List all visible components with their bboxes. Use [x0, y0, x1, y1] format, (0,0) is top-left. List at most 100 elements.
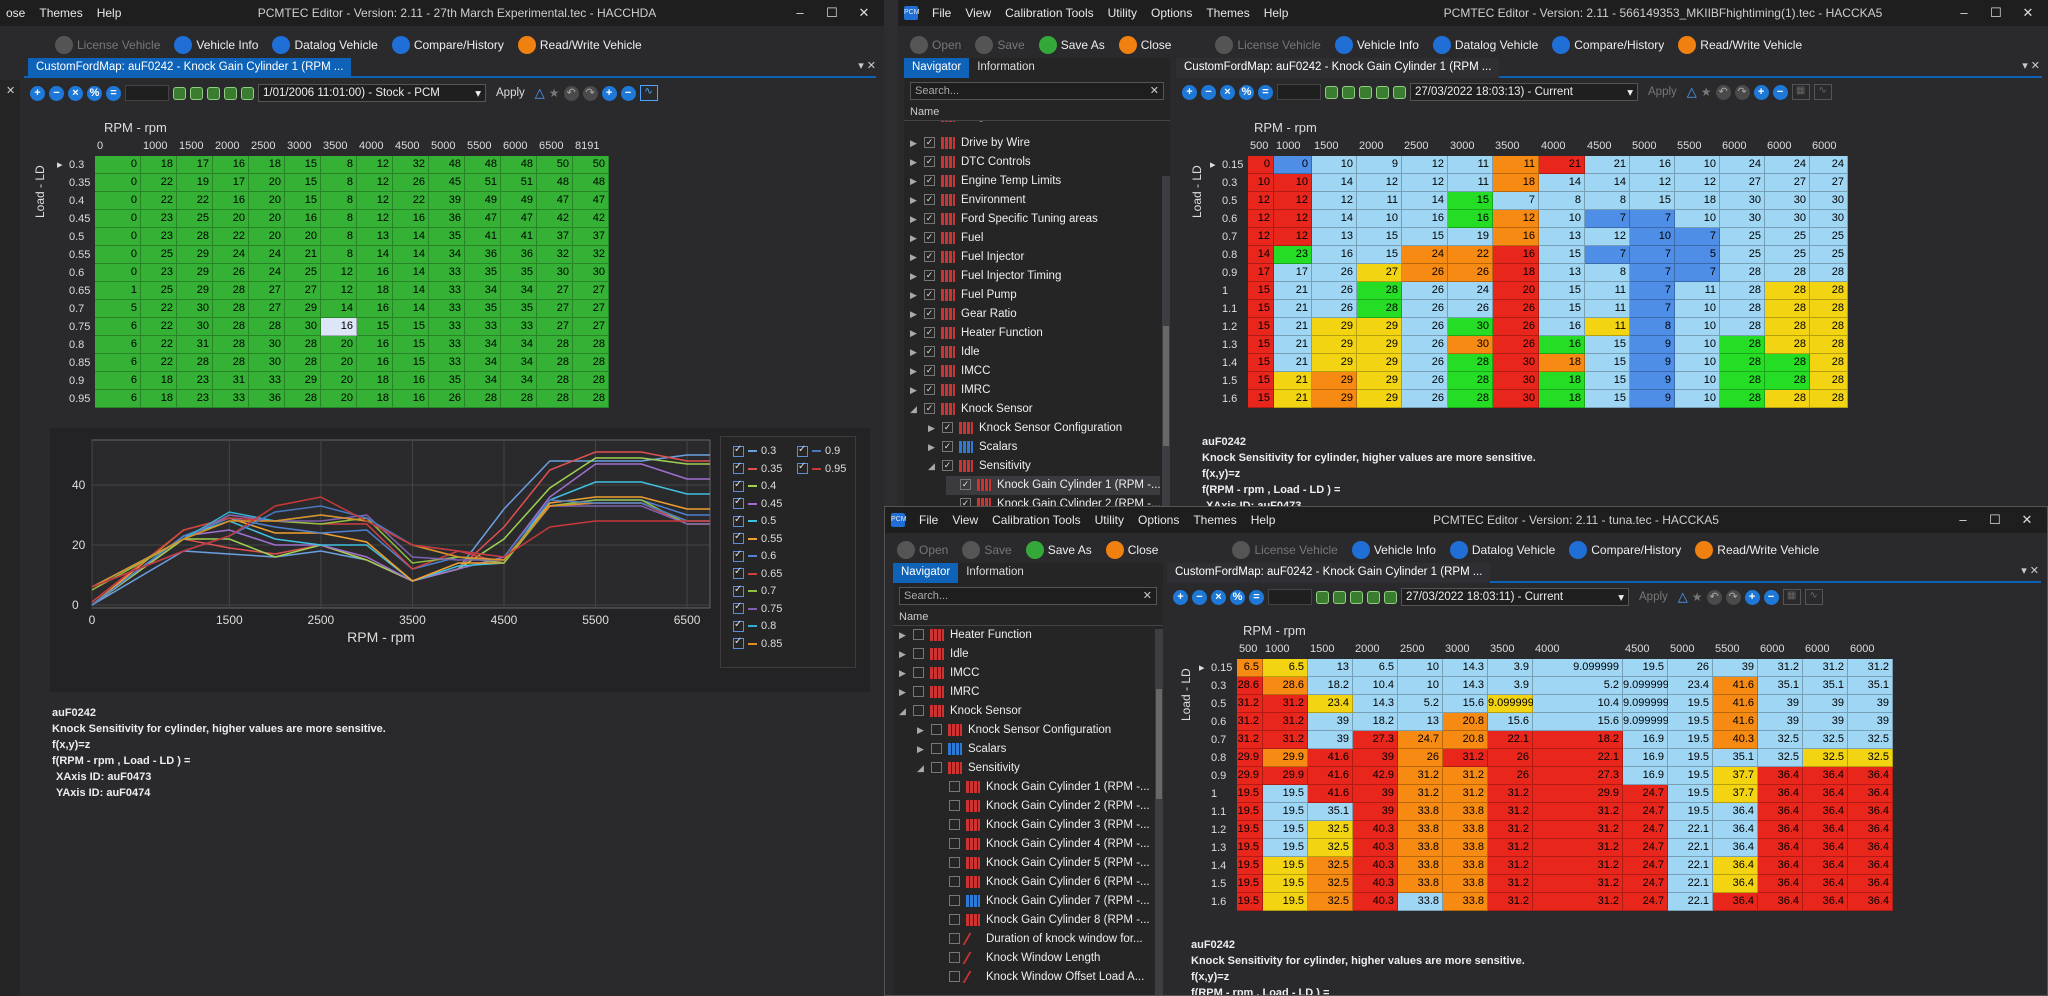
table-cell[interactable]: 20 — [249, 210, 285, 228]
table-cell[interactable]: 14 — [1248, 246, 1274, 264]
table-cell[interactable]: 3.9 — [1488, 659, 1533, 677]
triangle-icon[interactable]: △ — [1686, 84, 1697, 99]
table-cell[interactable]: 15 — [285, 192, 321, 210]
table-cell[interactable]: 16 — [1493, 228, 1539, 246]
table-cell[interactable]: 22.1 — [1668, 875, 1713, 893]
table-cell[interactable]: 28 — [537, 336, 573, 354]
legend-checkbox[interactable] — [733, 601, 744, 614]
collapsed-arrow-icon[interactable]: ▶ — [910, 176, 917, 186]
tree-item[interactable]: Knock Gain Cylinder 6 (RPM -... — [935, 873, 1153, 892]
table-cell[interactable]: 21 — [1274, 318, 1312, 336]
table-cell[interactable]: 27.3 — [1353, 731, 1398, 749]
table-cell[interactable]: 22 — [141, 300, 177, 318]
table-cell[interactable]: 26 — [1448, 300, 1493, 318]
menu-file[interactable]: File — [919, 513, 939, 527]
table-cell[interactable]: 36.4 — [1803, 857, 1848, 875]
table-cell[interactable]: 36.4 — [1803, 803, 1848, 821]
tab-information[interactable]: Information — [977, 61, 1035, 73]
table-cell[interactable]: 21 — [1274, 354, 1312, 372]
checkbox[interactable]: ✓ — [924, 403, 935, 415]
save-as-button[interactable]: Save As — [1038, 36, 1105, 54]
table-cell[interactable]: 20 — [249, 174, 285, 192]
table-cell[interactable]: 18.2 — [1533, 731, 1623, 749]
table-cell[interactable]: 28 — [285, 390, 321, 408]
table-cell[interactable]: 28 — [1720, 282, 1765, 300]
checkbox[interactable]: ✓ — [924, 270, 935, 282]
table-cell[interactable]: 18 — [141, 156, 177, 174]
table-cell[interactable]: 36.4 — [1758, 875, 1803, 893]
table-cell[interactable]: 29 — [1357, 318, 1402, 336]
maximize-icon[interactable]: ☐ — [826, 5, 838, 20]
table-cell[interactable]: 13 — [357, 228, 393, 246]
tree-item[interactable]: ▶ ✓ Ford Specific Tuning areas — [910, 210, 1160, 229]
table-cell[interactable]: 17 — [213, 174, 249, 192]
legend-checkbox[interactable] — [733, 496, 744, 509]
table-cell[interactable]: 16 — [357, 264, 393, 282]
table-cell[interactable]: 41.6 — [1308, 785, 1353, 803]
table-cell[interactable]: 26 — [429, 390, 465, 408]
table-cell[interactable]: 20 — [321, 354, 357, 372]
table-cell[interactable]: 29.9 — [1533, 785, 1623, 803]
table-cell[interactable]: 16.9 — [1623, 767, 1668, 785]
table-cell[interactable]: 28 — [285, 336, 321, 354]
table-cell[interactable]: 16 — [393, 210, 429, 228]
table-cell[interactable]: 8 — [1539, 192, 1585, 210]
collapsed-arrow-icon[interactable]: ▶ — [917, 744, 924, 754]
table-cell[interactable]: 32.5 — [1758, 749, 1803, 767]
table-cell[interactable]: 30 — [1493, 390, 1539, 408]
table-cell[interactable]: 16 — [393, 372, 429, 390]
table-cell[interactable]: 12 — [1312, 192, 1357, 210]
table-cell[interactable]: 50 — [573, 156, 609, 174]
table-cell[interactable]: 29 — [1357, 390, 1402, 408]
checkbox[interactable] — [931, 762, 942, 774]
table-cell[interactable]: 16 — [1448, 210, 1493, 228]
table-cell[interactable]: 33 — [501, 318, 537, 336]
table-cell[interactable]: 12 — [357, 210, 393, 228]
table-cell[interactable]: 3.9 — [1488, 677, 1533, 695]
table-cell[interactable]: 36.4 — [1848, 803, 1893, 821]
table-cell[interactable]: 25 — [141, 246, 177, 264]
table-cell[interactable]: 16 — [1493, 246, 1539, 264]
table-cell[interactable]: 12 — [1585, 228, 1630, 246]
table-cell[interactable]: 29 — [285, 300, 321, 318]
table-cell[interactable]: 28 — [1720, 390, 1765, 408]
legend-item[interactable]: 0.85 — [733, 636, 782, 650]
table-cell[interactable]: 35 — [501, 300, 537, 318]
table-cell[interactable]: 19.5 — [1263, 839, 1308, 857]
table-cell[interactable]: 28 — [573, 336, 609, 354]
table-cell[interactable]: 39 — [1353, 803, 1398, 821]
add-icon[interactable]: + — [1173, 589, 1188, 605]
interpolate-all-icon[interactable] — [1325, 85, 1338, 99]
table-icon[interactable]: ▦ — [1782, 589, 1801, 605]
vehicle-info-button[interactable]: Vehicle Info — [1334, 36, 1419, 54]
table-cell[interactable]: 21 — [1539, 156, 1585, 174]
tree-item[interactable]: ▶ IMCC — [899, 664, 1153, 683]
table-cell[interactable]: 18 — [141, 390, 177, 408]
checkbox[interactable] — [949, 952, 960, 964]
equals-icon[interactable]: = — [1258, 84, 1273, 100]
table-cell[interactable]: 19.5 — [1237, 821, 1263, 839]
table-cell[interactable]: 24 — [249, 246, 285, 264]
table-cell[interactable]: 15 — [285, 156, 321, 174]
table-cell[interactable]: 15 — [1585, 390, 1630, 408]
table-cell[interactable]: 30 — [1448, 318, 1493, 336]
tab-navigator[interactable]: Navigator — [893, 563, 959, 583]
tree-item[interactable]: ▶ ✓ Knock Sensor Configuration — [928, 419, 1160, 438]
checkbox[interactable] — [913, 686, 924, 698]
table-cell[interactable]: 32.5 — [1308, 857, 1353, 875]
table-cell[interactable]: 30 — [249, 336, 285, 354]
table-cell[interactable]: 42.9 — [1353, 767, 1398, 785]
menu-themes[interactable]: Themes — [1193, 513, 1237, 527]
checkbox[interactable] — [931, 724, 942, 736]
table-cell[interactable]: 7 — [1585, 246, 1630, 264]
table-cell[interactable]: 28 — [1765, 318, 1810, 336]
tree-item[interactable]: ◢ Knock Sensor — [899, 702, 1153, 721]
table-cell[interactable]: 23 — [141, 210, 177, 228]
table-cell[interactable]: 31.2 — [1533, 893, 1623, 911]
table-cell[interactable]: 14 — [393, 264, 429, 282]
left-doc-tab[interactable]: CustomFordMap: auF0242 - Knock Gain Cyli… — [28, 58, 352, 78]
table-cell[interactable]: 36.4 — [1758, 839, 1803, 857]
checkbox[interactable] — [913, 648, 924, 660]
table-cell[interactable]: 31.2 — [1237, 695, 1263, 713]
table-cell[interactable]: 31.2 — [1803, 659, 1848, 677]
